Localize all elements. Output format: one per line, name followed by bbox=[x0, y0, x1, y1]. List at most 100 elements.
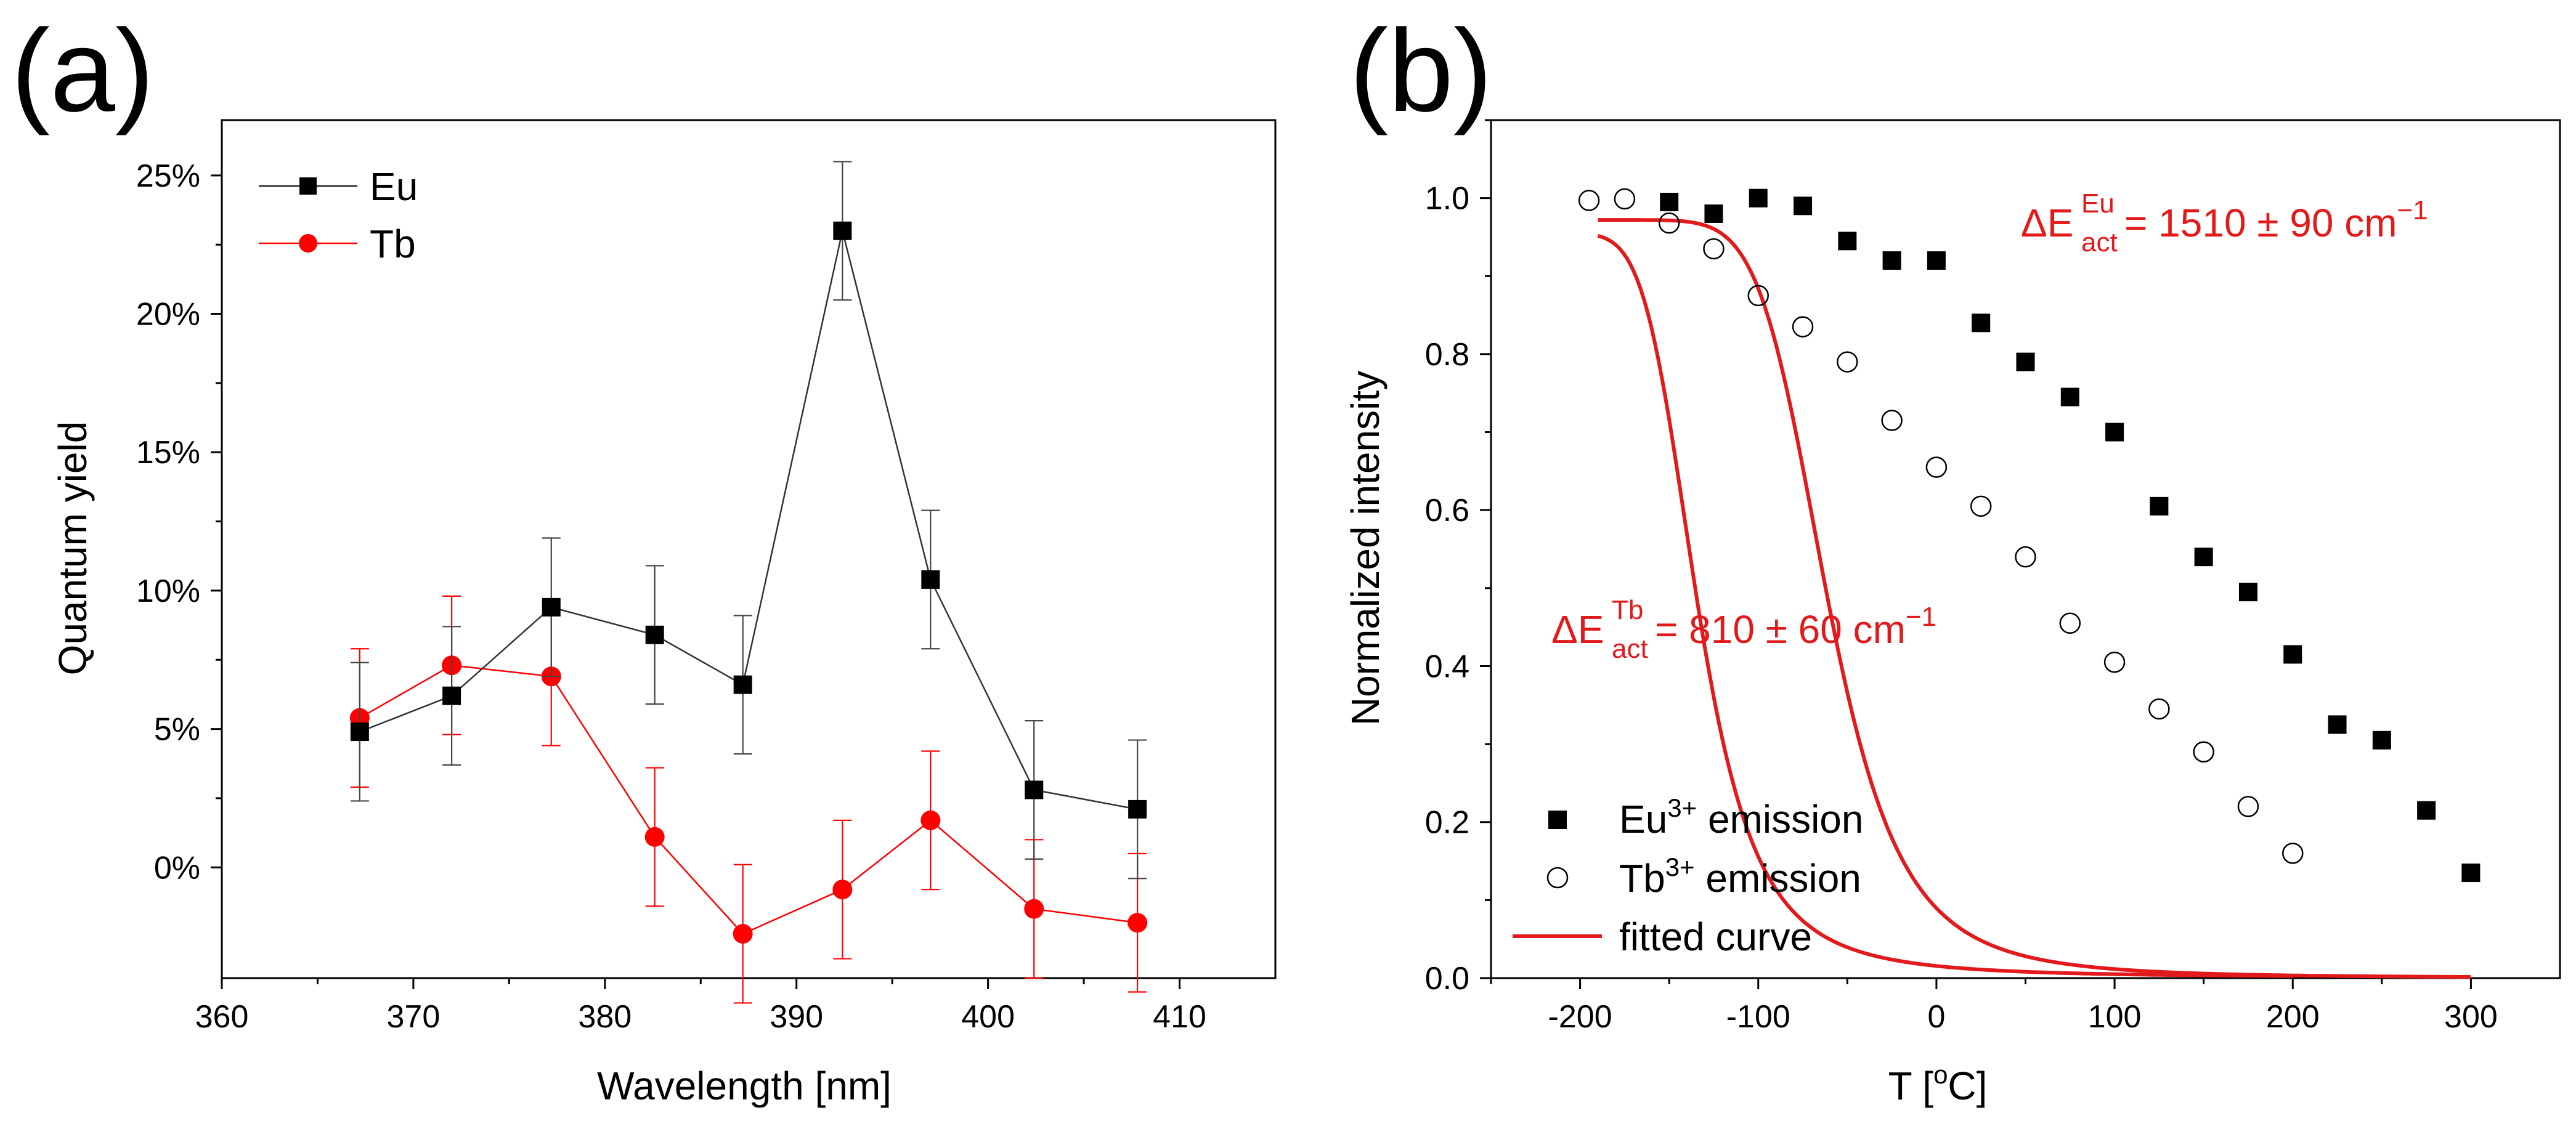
data-point-eu3 bbox=[1838, 232, 1857, 251]
chart-b-y-tick-label: 0.4 bbox=[1425, 649, 1469, 684]
data-point-tb3 bbox=[2148, 698, 2170, 720]
data-point-tb bbox=[644, 827, 665, 847]
data-point-eu3 bbox=[2372, 730, 2391, 750]
chart-a-y-ticks: 0% 5% 10% 15% 20% 25% bbox=[136, 158, 222, 886]
chart-b-fitted-curves bbox=[1597, 218, 2471, 979]
chart-b-y-tick-label: 0.2 bbox=[1425, 805, 1469, 841]
legend-tb-marker bbox=[299, 234, 317, 253]
data-point-eu bbox=[645, 625, 664, 644]
chart-b-y-ticks: 0.0 0.2 0.4 0.6 0.8 1.0 bbox=[1425, 119, 1491, 997]
legend-fit-label: fitted curve bbox=[1619, 915, 1812, 959]
legend-tb3-label: Tb3+ emission bbox=[1619, 852, 1861, 900]
chart-a-x-tick-label: 390 bbox=[770, 999, 823, 1035]
chart-b-x-tick-label: 200 bbox=[2266, 999, 2320, 1035]
fitted-curve-tb bbox=[1597, 234, 2293, 978]
data-point-tb3 bbox=[1881, 410, 1903, 431]
legend-tb-label: Tb bbox=[370, 222, 416, 266]
chart-b: -200 -100 0 100 200 300 0.0 0.2 0.4 0.6 0.8 1.0 T … bbox=[1343, 119, 2561, 1108]
data-point-tb3 bbox=[1747, 285, 1769, 307]
data-point-tb3 bbox=[1703, 238, 1725, 260]
data-point-eu3 bbox=[1882, 251, 1901, 270]
data-point-eu3 bbox=[2016, 352, 2035, 371]
chart-b-legend: Eu3+ emission Tb3+ emission fitted curve bbox=[1513, 793, 1863, 959]
data-point-tb bbox=[733, 924, 753, 944]
legend-eu-marker bbox=[299, 177, 317, 195]
data-point-eu3 bbox=[2461, 864, 2481, 883]
data-point-tb3 bbox=[1837, 351, 1858, 373]
data-point-tb3 bbox=[2015, 546, 2036, 568]
data-point-tb3 bbox=[1658, 212, 1680, 234]
data-point-eu3 bbox=[1972, 314, 1991, 333]
series-eu-line bbox=[359, 230, 1138, 811]
panel-label-a: (a) bbox=[11, 6, 154, 136]
annotation-tb-activation-energy: ΔE Tb act = 810 ± 60 cm−1 bbox=[1551, 595, 1936, 664]
legend-eu3-label: Eu3+ emission bbox=[1619, 793, 1863, 841]
data-point-eu bbox=[1025, 780, 1044, 799]
fitted-curve-eu bbox=[1598, 218, 2471, 979]
data-point-eu bbox=[921, 570, 940, 589]
data-point-eu3 bbox=[2150, 496, 2169, 516]
data-point-eu3 bbox=[1794, 196, 1813, 216]
svg-text:act: act bbox=[1612, 634, 1648, 664]
panel-label-b: (b) bbox=[1349, 6, 1492, 136]
data-point-tb bbox=[832, 880, 853, 900]
chart-a-x-tick-label: 400 bbox=[961, 999, 1015, 1035]
svg-text:ΔE: ΔE bbox=[2021, 201, 2073, 245]
data-point-tb bbox=[1128, 913, 1148, 933]
data-point-eu bbox=[350, 722, 369, 742]
chart-b-x-tick-label: 300 bbox=[2444, 999, 2498, 1035]
data-point-tb bbox=[920, 810, 941, 830]
chart-b-x-tick-label: 0 bbox=[1927, 999, 1945, 1035]
svg-text:act: act bbox=[2081, 227, 2118, 257]
chart-b-y-tick-label: 0.8 bbox=[1425, 337, 1469, 373]
chart-a-series bbox=[349, 161, 1148, 1004]
chart-b-frame bbox=[1490, 119, 2561, 979]
chart-a-x-axis-title: Wavelength [nm] bbox=[597, 1064, 892, 1108]
legend-eu3-marker bbox=[1548, 811, 1567, 829]
chart-b-y-tick-label: 0.6 bbox=[1425, 493, 1469, 528]
data-point-tb3 bbox=[1614, 188, 1636, 210]
data-point-eu bbox=[1128, 799, 1147, 819]
chart-a-y-tick-label: 5% bbox=[154, 712, 200, 748]
legend-tb3-marker bbox=[1546, 867, 1569, 889]
chart-a-x-tick-label: 360 bbox=[195, 999, 249, 1035]
data-point-tb3 bbox=[1970, 495, 1992, 517]
chart-b-x-tick-label: 100 bbox=[2088, 999, 2142, 1035]
data-point-eu3 bbox=[2238, 583, 2257, 602]
svg-text:= 1510 ± 90 cm−1: = 1510 ± 90 cm−1 bbox=[2124, 195, 2428, 245]
chart-a-x-ticks: 360 370 380 390 400 410 bbox=[195, 978, 1206, 1035]
chart-b-y-axis-title: Normalized intensity bbox=[1343, 371, 1388, 726]
data-point-tb3 bbox=[2059, 612, 2081, 634]
chart-b-x-axis-title: T [oC] bbox=[1888, 1060, 1988, 1108]
data-point-eu3 bbox=[2328, 715, 2347, 734]
data-point-eu3 bbox=[2105, 423, 2124, 442]
data-point-eu3 bbox=[1927, 251, 1946, 270]
data-point-eu3 bbox=[2194, 548, 2213, 567]
data-point-tb3 bbox=[1792, 316, 1814, 338]
data-point-eu3 bbox=[1749, 188, 1768, 208]
chart-b-x-ticks: -200 -100 0 100 200 300 bbox=[1490, 978, 2498, 1035]
chart-a-y-axis-title: Quantum yield bbox=[51, 421, 95, 676]
series-eu bbox=[350, 161, 1147, 880]
chart-b-x-tick-label: -100 bbox=[1726, 999, 1790, 1035]
data-point-eu3 bbox=[1704, 204, 1723, 223]
svg-text:Tb: Tb bbox=[1612, 595, 1643, 625]
data-point-eu bbox=[442, 686, 461, 705]
chart-b-y-tick-label: 1.0 bbox=[1425, 181, 1469, 217]
data-point-tb3 bbox=[1925, 456, 1948, 478]
chart-a-x-tick-label: 370 bbox=[387, 999, 441, 1035]
annotation-eu-activation-energy: ΔE Eu act = 1510 ± 90 cm−1 bbox=[2021, 188, 2428, 257]
data-point-eu bbox=[733, 675, 752, 694]
chart-b-series bbox=[1578, 188, 2481, 883]
data-point-tb3 bbox=[1578, 190, 1600, 211]
chart-a-y-tick-label: 10% bbox=[136, 573, 200, 609]
data-point-tb3 bbox=[2282, 843, 2304, 864]
data-point-eu3 bbox=[2417, 801, 2436, 820]
data-point-eu3 bbox=[2283, 645, 2302, 664]
data-point-eu3 bbox=[2060, 387, 2079, 407]
chart-a-frame bbox=[221, 119, 1277, 979]
chart-a-x-tick-label: 380 bbox=[578, 999, 632, 1035]
data-point-tb bbox=[1024, 899, 1044, 919]
chart-b-y-tick-label: 0.0 bbox=[1425, 961, 1469, 997]
